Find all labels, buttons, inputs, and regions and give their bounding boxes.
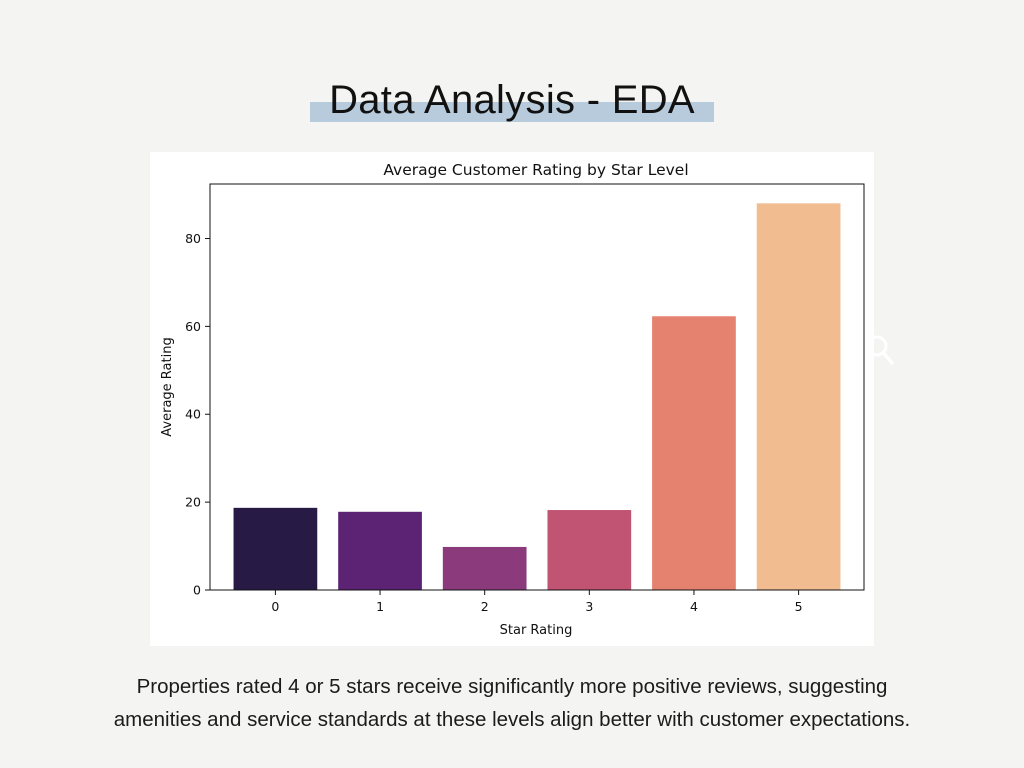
bar-group (233, 203, 841, 591)
x-tick-label: 4 (690, 599, 698, 614)
y-tick-label: 40 (185, 407, 201, 422)
x-axis-label: Star Rating (500, 623, 573, 638)
x-tick-label: 1 (376, 599, 384, 614)
bar-0 (233, 507, 318, 590)
y-axis-ticks: 0 20 40 60 80 (185, 231, 210, 598)
x-axis-ticks: 0 1 2 3 4 5 (271, 590, 803, 614)
caption: Properties rated 4 or 5 stars receive si… (40, 670, 984, 736)
x-tick-label: 3 (585, 599, 593, 614)
slide-title: Data Analysis - EDA (329, 78, 695, 122)
magnifier-icon (866, 335, 894, 365)
caption-line-1: Properties rated 4 or 5 stars receive si… (136, 675, 888, 698)
x-tick-label: 0 (271, 599, 279, 614)
bar-3 (547, 510, 632, 590)
x-tick-label: 2 (481, 599, 489, 614)
bar-chart: Average Customer Rating by Star Level 0 2… (160, 161, 865, 638)
title-highlight-bar (310, 102, 714, 122)
plot-frame (209, 183, 865, 591)
y-tick-label: 20 (185, 495, 201, 510)
chart-title: Average Customer Rating by Star Level (383, 161, 688, 179)
bar-5 (756, 203, 841, 591)
y-tick-label: 0 (193, 583, 201, 598)
bar-2 (442, 546, 527, 590)
y-tick-label: 60 (185, 319, 201, 334)
y-axis-label: Average Rating (160, 337, 175, 436)
slide-header: Data Analysis - EDA (0, 74, 1024, 134)
caption-line-2: amenities and service standards at these… (113, 708, 911, 731)
bar-1 (338, 511, 422, 590)
y-tick-label: 80 (185, 231, 201, 246)
x-tick-label: 5 (795, 599, 803, 614)
chart-panel: Average Customer Rating by Star Level 0 2… (150, 152, 874, 646)
bar-4 (652, 316, 736, 590)
